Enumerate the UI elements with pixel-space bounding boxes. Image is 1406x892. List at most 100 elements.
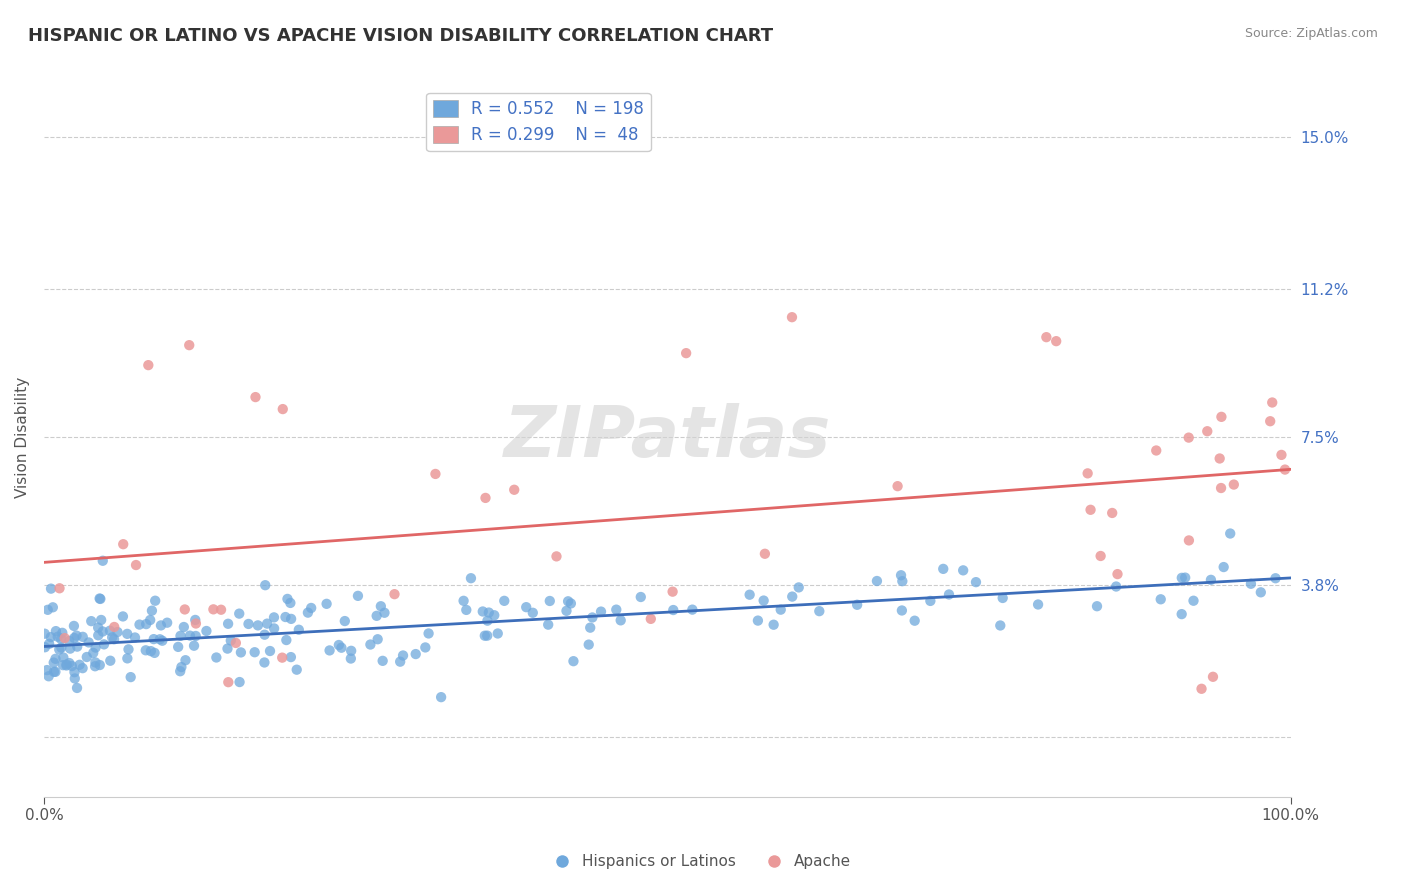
Point xyxy=(91,554,114,568)
Point xyxy=(415,640,437,655)
Point xyxy=(63,631,86,645)
Point xyxy=(87,628,110,642)
Point xyxy=(169,629,191,643)
Point xyxy=(76,650,98,665)
Point xyxy=(988,618,1011,632)
Point xyxy=(738,588,761,602)
Point xyxy=(53,631,76,645)
Point xyxy=(1208,451,1230,466)
Point xyxy=(681,602,703,616)
Point xyxy=(55,658,77,673)
Point xyxy=(991,591,1014,605)
Point xyxy=(125,558,148,572)
Point xyxy=(143,646,166,660)
Point xyxy=(253,628,276,642)
Point xyxy=(1274,462,1296,476)
Point xyxy=(195,624,218,638)
Point xyxy=(471,605,494,619)
Point xyxy=(84,656,107,670)
Point xyxy=(1090,549,1112,563)
Point xyxy=(98,654,121,668)
Point xyxy=(1258,414,1281,428)
Point xyxy=(136,358,159,372)
Point xyxy=(217,675,239,690)
Point xyxy=(456,603,478,617)
Point xyxy=(87,621,110,635)
Point xyxy=(42,600,65,615)
Point xyxy=(1240,576,1263,591)
Point xyxy=(46,630,69,644)
Point xyxy=(952,563,974,577)
Point xyxy=(1261,395,1284,409)
Point xyxy=(780,310,803,325)
Point xyxy=(173,602,195,616)
Point xyxy=(42,656,65,670)
Point xyxy=(38,669,60,683)
Point xyxy=(460,571,482,585)
Point xyxy=(384,587,406,601)
Point xyxy=(184,629,207,643)
Point xyxy=(299,601,322,615)
Point xyxy=(920,594,942,608)
Point xyxy=(891,574,914,589)
Point xyxy=(84,659,107,673)
Point xyxy=(484,608,506,623)
Point xyxy=(184,613,207,627)
Point xyxy=(174,653,197,667)
Text: Source: ZipAtlas.com: Source: ZipAtlas.com xyxy=(1244,27,1378,40)
Point xyxy=(101,631,124,645)
Point xyxy=(280,612,302,626)
Point xyxy=(117,642,139,657)
Point xyxy=(453,594,475,608)
Point xyxy=(135,617,157,632)
Point xyxy=(589,605,612,619)
Point xyxy=(474,629,496,643)
Point xyxy=(243,645,266,659)
Point xyxy=(63,665,86,680)
Point xyxy=(1045,334,1067,348)
Point xyxy=(932,562,955,576)
Point xyxy=(263,622,285,636)
Y-axis label: Vision Disability: Vision Disability xyxy=(15,376,30,498)
Legend: R = 0.552    N = 198, R = 0.299    N =  48: R = 0.552 N = 198, R = 0.299 N = 48 xyxy=(426,93,651,151)
Point xyxy=(359,638,381,652)
Point xyxy=(1209,481,1232,495)
Point xyxy=(1211,409,1233,424)
Point xyxy=(66,640,89,654)
Point xyxy=(246,618,269,632)
Point xyxy=(80,614,103,628)
Point xyxy=(904,614,927,628)
Point xyxy=(35,663,58,677)
Point xyxy=(156,615,179,630)
Point xyxy=(1101,506,1123,520)
Point xyxy=(89,591,111,606)
Point xyxy=(42,665,65,679)
Point xyxy=(297,606,319,620)
Point xyxy=(142,632,165,646)
Point xyxy=(51,625,73,640)
Point xyxy=(149,618,172,632)
Point xyxy=(1250,585,1272,599)
Point xyxy=(630,590,652,604)
Point xyxy=(1191,681,1213,696)
Point xyxy=(48,582,70,596)
Point xyxy=(1171,571,1194,585)
Point xyxy=(1144,443,1167,458)
Point xyxy=(238,616,260,631)
Point xyxy=(276,591,298,606)
Point xyxy=(167,640,190,654)
Point xyxy=(49,632,72,646)
Point xyxy=(120,670,142,684)
Point xyxy=(274,610,297,624)
Point xyxy=(263,610,285,624)
Point xyxy=(91,624,114,639)
Point xyxy=(225,636,247,650)
Point xyxy=(579,621,602,635)
Point xyxy=(253,656,276,670)
Point xyxy=(1199,573,1222,587)
Point xyxy=(780,590,803,604)
Point xyxy=(557,594,579,608)
Point xyxy=(1170,607,1192,621)
Point xyxy=(366,608,388,623)
Point xyxy=(285,663,308,677)
